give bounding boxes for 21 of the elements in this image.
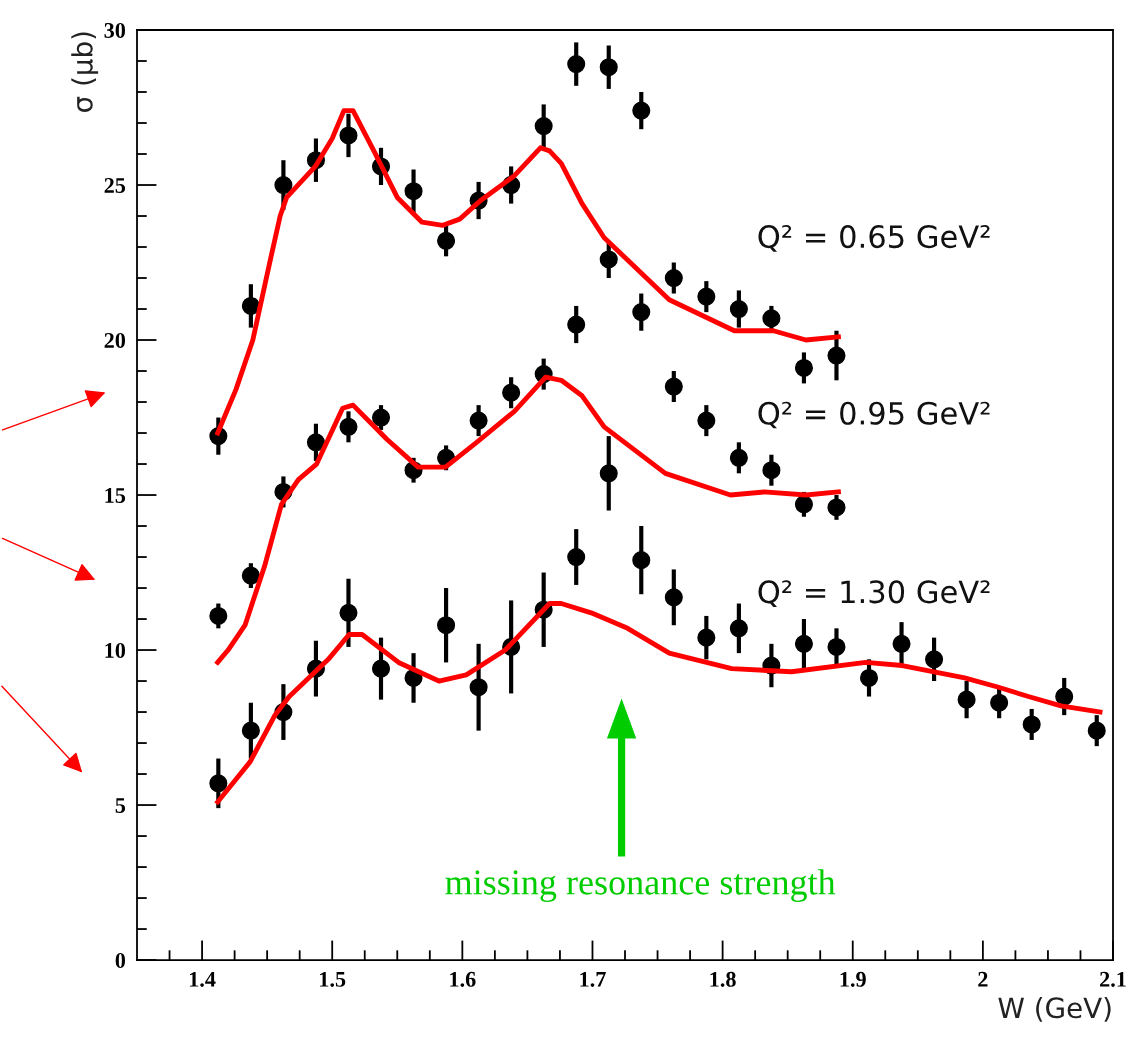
y-tick-label: 5 xyxy=(115,798,126,813)
y-tick-label: 20 xyxy=(104,332,126,348)
y-tick-label: 25 xyxy=(104,178,126,193)
annotation: Q² = 0.65 GeV² xyxy=(758,225,990,252)
x-tick-label: 2 xyxy=(978,971,988,987)
x-tick-label: 1.6 xyxy=(450,971,476,987)
y-tick-label: 15 xyxy=(105,488,126,503)
x-tick-label: 1.4 xyxy=(189,971,216,987)
y-tick-label: 10 xyxy=(105,642,126,658)
annotation: missing resonance strength xyxy=(445,869,836,903)
x-tick-label: 2.1 xyxy=(1100,971,1126,987)
y-axis-title: σ (μb) xyxy=(71,32,99,112)
y-tick-label: 30 xyxy=(104,22,126,38)
x-tick-label: 1.5 xyxy=(320,971,346,987)
x-tick-label: 1.8 xyxy=(710,971,736,987)
x-tick-label: 1.9 xyxy=(840,971,866,987)
y-tick-label: 0 xyxy=(115,952,126,968)
annotation: Q² = 1.30 GeV² xyxy=(758,580,990,607)
x-tick-label: 1.7 xyxy=(580,971,606,987)
x-axis-title: W (GeV) xyxy=(998,996,1111,1022)
annotation: Q² = 0.95 GeV² xyxy=(758,401,990,429)
